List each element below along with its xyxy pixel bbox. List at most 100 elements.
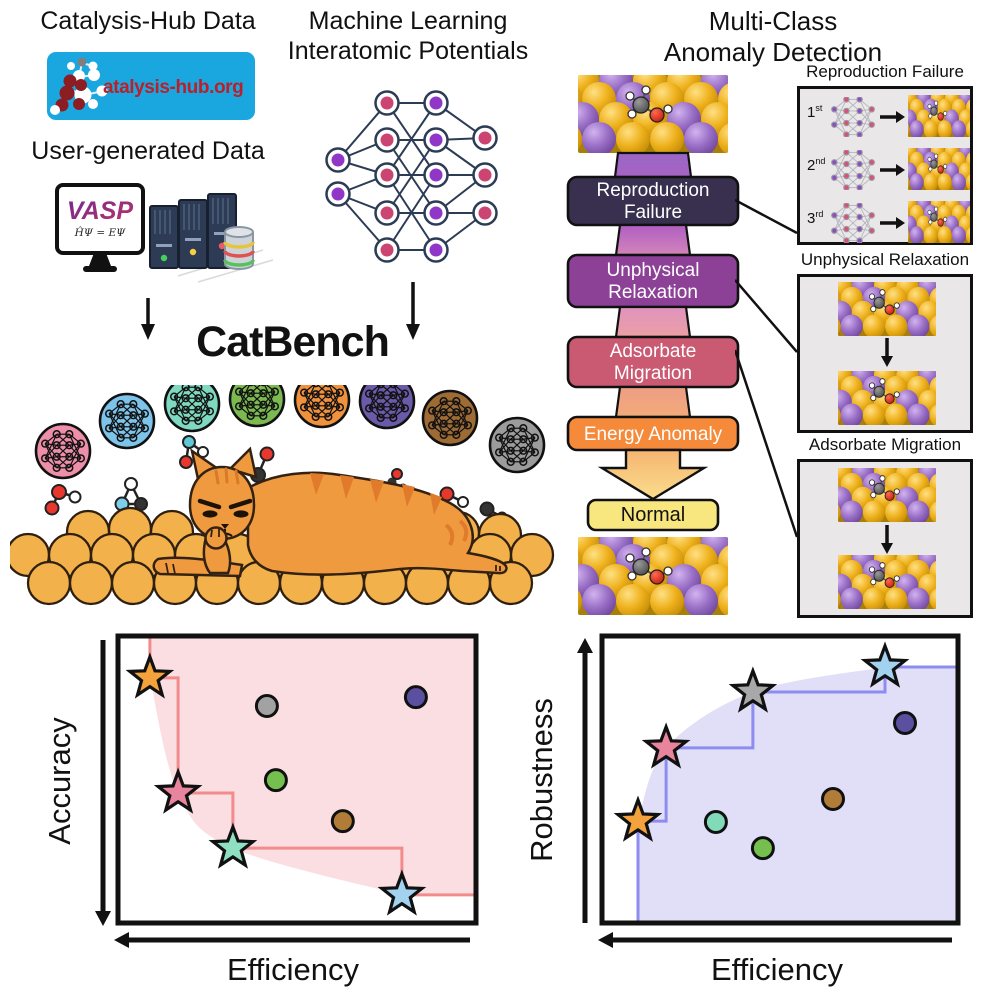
nn-edges [337,102,486,251]
nn-node-core [429,168,443,182]
pareto-region [149,636,476,895]
arrow-down-icon [881,338,893,367]
catalysis-hub-data-title: Catalysis-Hub Data [40,7,256,35]
surface-thumb-after [838,371,936,425]
vasp-logo-text: VASP [67,197,134,225]
nn-glyph [235,385,280,420]
model-circle-purple [358,385,416,430]
model-circle-green [228,385,286,428]
y-axis-label: Robustness [524,698,559,862]
model-circle-gray [488,416,546,474]
ordinal-2nd: 2nd [807,156,826,174]
star-marker-gray [728,666,778,713]
y-axis-arrowhead [577,638,593,653]
flow-box-label: Energy Anomaly [584,424,723,445]
cat-body [246,471,508,576]
panel-title-unphysical-relaxation: Unphysical Relaxation [800,250,970,269]
nn-glyph [105,400,150,442]
flow-box-normal [586,498,720,532]
logo-url-text: atalysis-hub.org [103,77,244,98]
circle-marker-teal [703,810,728,834]
nn-node-core [478,206,492,220]
nn-glyph [831,150,875,190]
flow-box-label: Migration [614,363,692,384]
cat-left-brow [197,498,222,510]
catbench-title: CatBench [196,318,390,366]
schrodinger-equation: ĤΨ = EΨ [74,225,127,239]
circle-marker-green [263,768,288,793]
ensemble-nn-icon [831,97,875,137]
nn-node-core [331,153,345,167]
panel-adsorbate-migration [797,459,973,618]
circle-marker-brown [821,787,845,811]
panel-title-adsorbate-migration: Adsorbate Migration [808,435,962,454]
x-axis-label: Efficiency [227,952,360,987]
arrow-right-icon [880,217,905,229]
nn-node-core [429,243,443,257]
user-generated-data-title: User-generated Data [31,137,265,165]
dft-workstation-illustration: VASP ĤΨ = EΨ [55,183,274,283]
nn-glyph [428,397,473,439]
model-circle-orange [293,385,351,429]
nn-node-core [380,206,394,220]
nn-glyph [300,385,345,421]
ensemble-nn-icon [831,150,875,190]
nn-node-core [429,206,443,220]
nn-node-core [478,131,492,145]
circle-marker-gray [254,694,279,718]
flow-box-label: Adsorbate [610,341,697,362]
nn-node-core [380,133,394,147]
circle-marker-green [750,836,775,861]
anomaly-title: Multi-Class Anomaly Detection [628,6,918,68]
ordinal-1st: 1st [807,103,823,121]
surface-thumb-after [838,555,936,609]
server-racks-icon [149,193,237,269]
x-axis-label: Efficiency [711,952,844,987]
star-marker-light-blue [377,869,427,916]
mlip-title: Machine Learning Interatomic Potentials [270,6,546,66]
nn-node-core [429,96,443,110]
nn-glyph [41,430,86,472]
nn-glyph [831,203,875,243]
mlip-title-line1: Machine Learning [308,7,508,35]
nn-node-core [380,243,394,257]
model-circle-teal [163,385,221,433]
flow-box-label: Unphysical [607,260,700,281]
mlip-title-line2: Interatomic Potentials [287,37,529,65]
panel-reproduction-failure: 1st 2nd 3rd [797,86,973,245]
panel-title-reproduction-failure: Reproduction Failure [806,62,964,81]
vasp-monitor-icon: VASP ĤΨ = EΨ [55,183,145,272]
star-marker-pink [153,767,203,814]
model-circle-pink [34,422,92,480]
anomaly-title-line2: Anomaly Detection [663,37,883,67]
surface-thumb [908,201,970,243]
flow-box-label: Normal [621,504,685,526]
y-axis-arrowhead [95,911,111,926]
circle-marker-indigo [893,711,917,735]
arrow-right-icon [880,164,905,176]
model-circles [34,385,546,480]
x-axis-arrowhead [114,932,129,948]
model-circle-blue [98,392,156,450]
ensemble-nn-icon [831,203,875,243]
neural-network-diagram [325,90,498,263]
pareto-region [638,667,958,923]
surface-thumb-before [838,468,936,522]
accuracy-efficiency-chart: Accuracy Efficiency [42,633,479,987]
panel-unphysical-relaxation [797,274,973,433]
adsorbate-surface-image-top [560,68,746,156]
nn-node-core [380,96,394,110]
star-marker-orange [613,795,663,842]
nn-node-core [331,187,345,201]
arrow-down-icon [141,298,155,340]
catalysis-hub-logo: atalysis-hub.org [47,52,255,120]
model-circle-brown [421,389,479,447]
robustness-efficiency-chart: Robustness Efficiency [524,633,961,987]
cat-paw-fist [204,526,228,550]
nn-glyph [495,424,540,466]
flow-box-label: Reproduction [596,180,709,201]
cat-stripes [310,473,442,515]
cat-right-brow [228,498,253,510]
star-marker-orange [125,652,175,699]
